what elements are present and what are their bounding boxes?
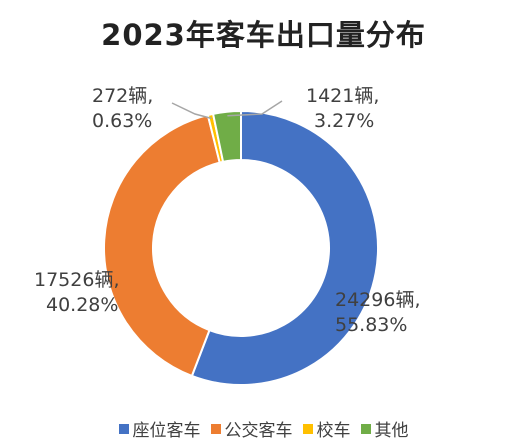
slice-city-bus xyxy=(103,113,221,378)
data-label-percent: 0.63% xyxy=(92,110,153,132)
leader-line xyxy=(227,100,283,117)
chart-title: 2023年客车出口量分布 xyxy=(101,18,426,52)
data-label-percent: 3.27% xyxy=(314,110,375,132)
leader-line xyxy=(171,102,212,120)
data-label-count: 17526辆, xyxy=(34,269,120,291)
legend: 座位客车 公交客车 校车 其他 xyxy=(0,416,527,441)
legend-item-seat-bus: 座位客车 xyxy=(118,416,201,441)
data-label-city-bus: 17526辆, 40.28% xyxy=(34,268,119,318)
data-label-count: 272辆, xyxy=(92,85,154,107)
data-label-count: 1421辆, xyxy=(306,85,380,107)
legend-item-city-bus: 公交客车 xyxy=(210,416,293,441)
legend-item-school-bus: 校车 xyxy=(302,416,351,441)
data-label-other: 1421辆, 3.27% xyxy=(306,84,379,134)
slice-other xyxy=(211,109,242,164)
legend-swatch xyxy=(360,423,371,434)
legend-label: 公交客车 xyxy=(224,421,293,441)
legend-swatch xyxy=(118,423,129,434)
legend-label: 其他 xyxy=(374,421,409,441)
legend-item-other: 其他 xyxy=(360,416,409,441)
slice-seat-bus xyxy=(190,109,379,386)
legend-swatch xyxy=(302,423,313,434)
legend-swatch xyxy=(210,423,221,434)
legend-label: 座位客车 xyxy=(132,421,201,441)
data-label-percent: 40.28% xyxy=(46,294,119,316)
data-label-seat-bus: 24296辆, 55.83% xyxy=(335,288,420,338)
data-label-school-bus: 272辆, 0.63% xyxy=(92,84,153,134)
data-label-count: 24296辆, xyxy=(335,289,421,311)
data-label-percent: 55.83% xyxy=(335,314,408,336)
legend-label: 校车 xyxy=(316,421,351,441)
